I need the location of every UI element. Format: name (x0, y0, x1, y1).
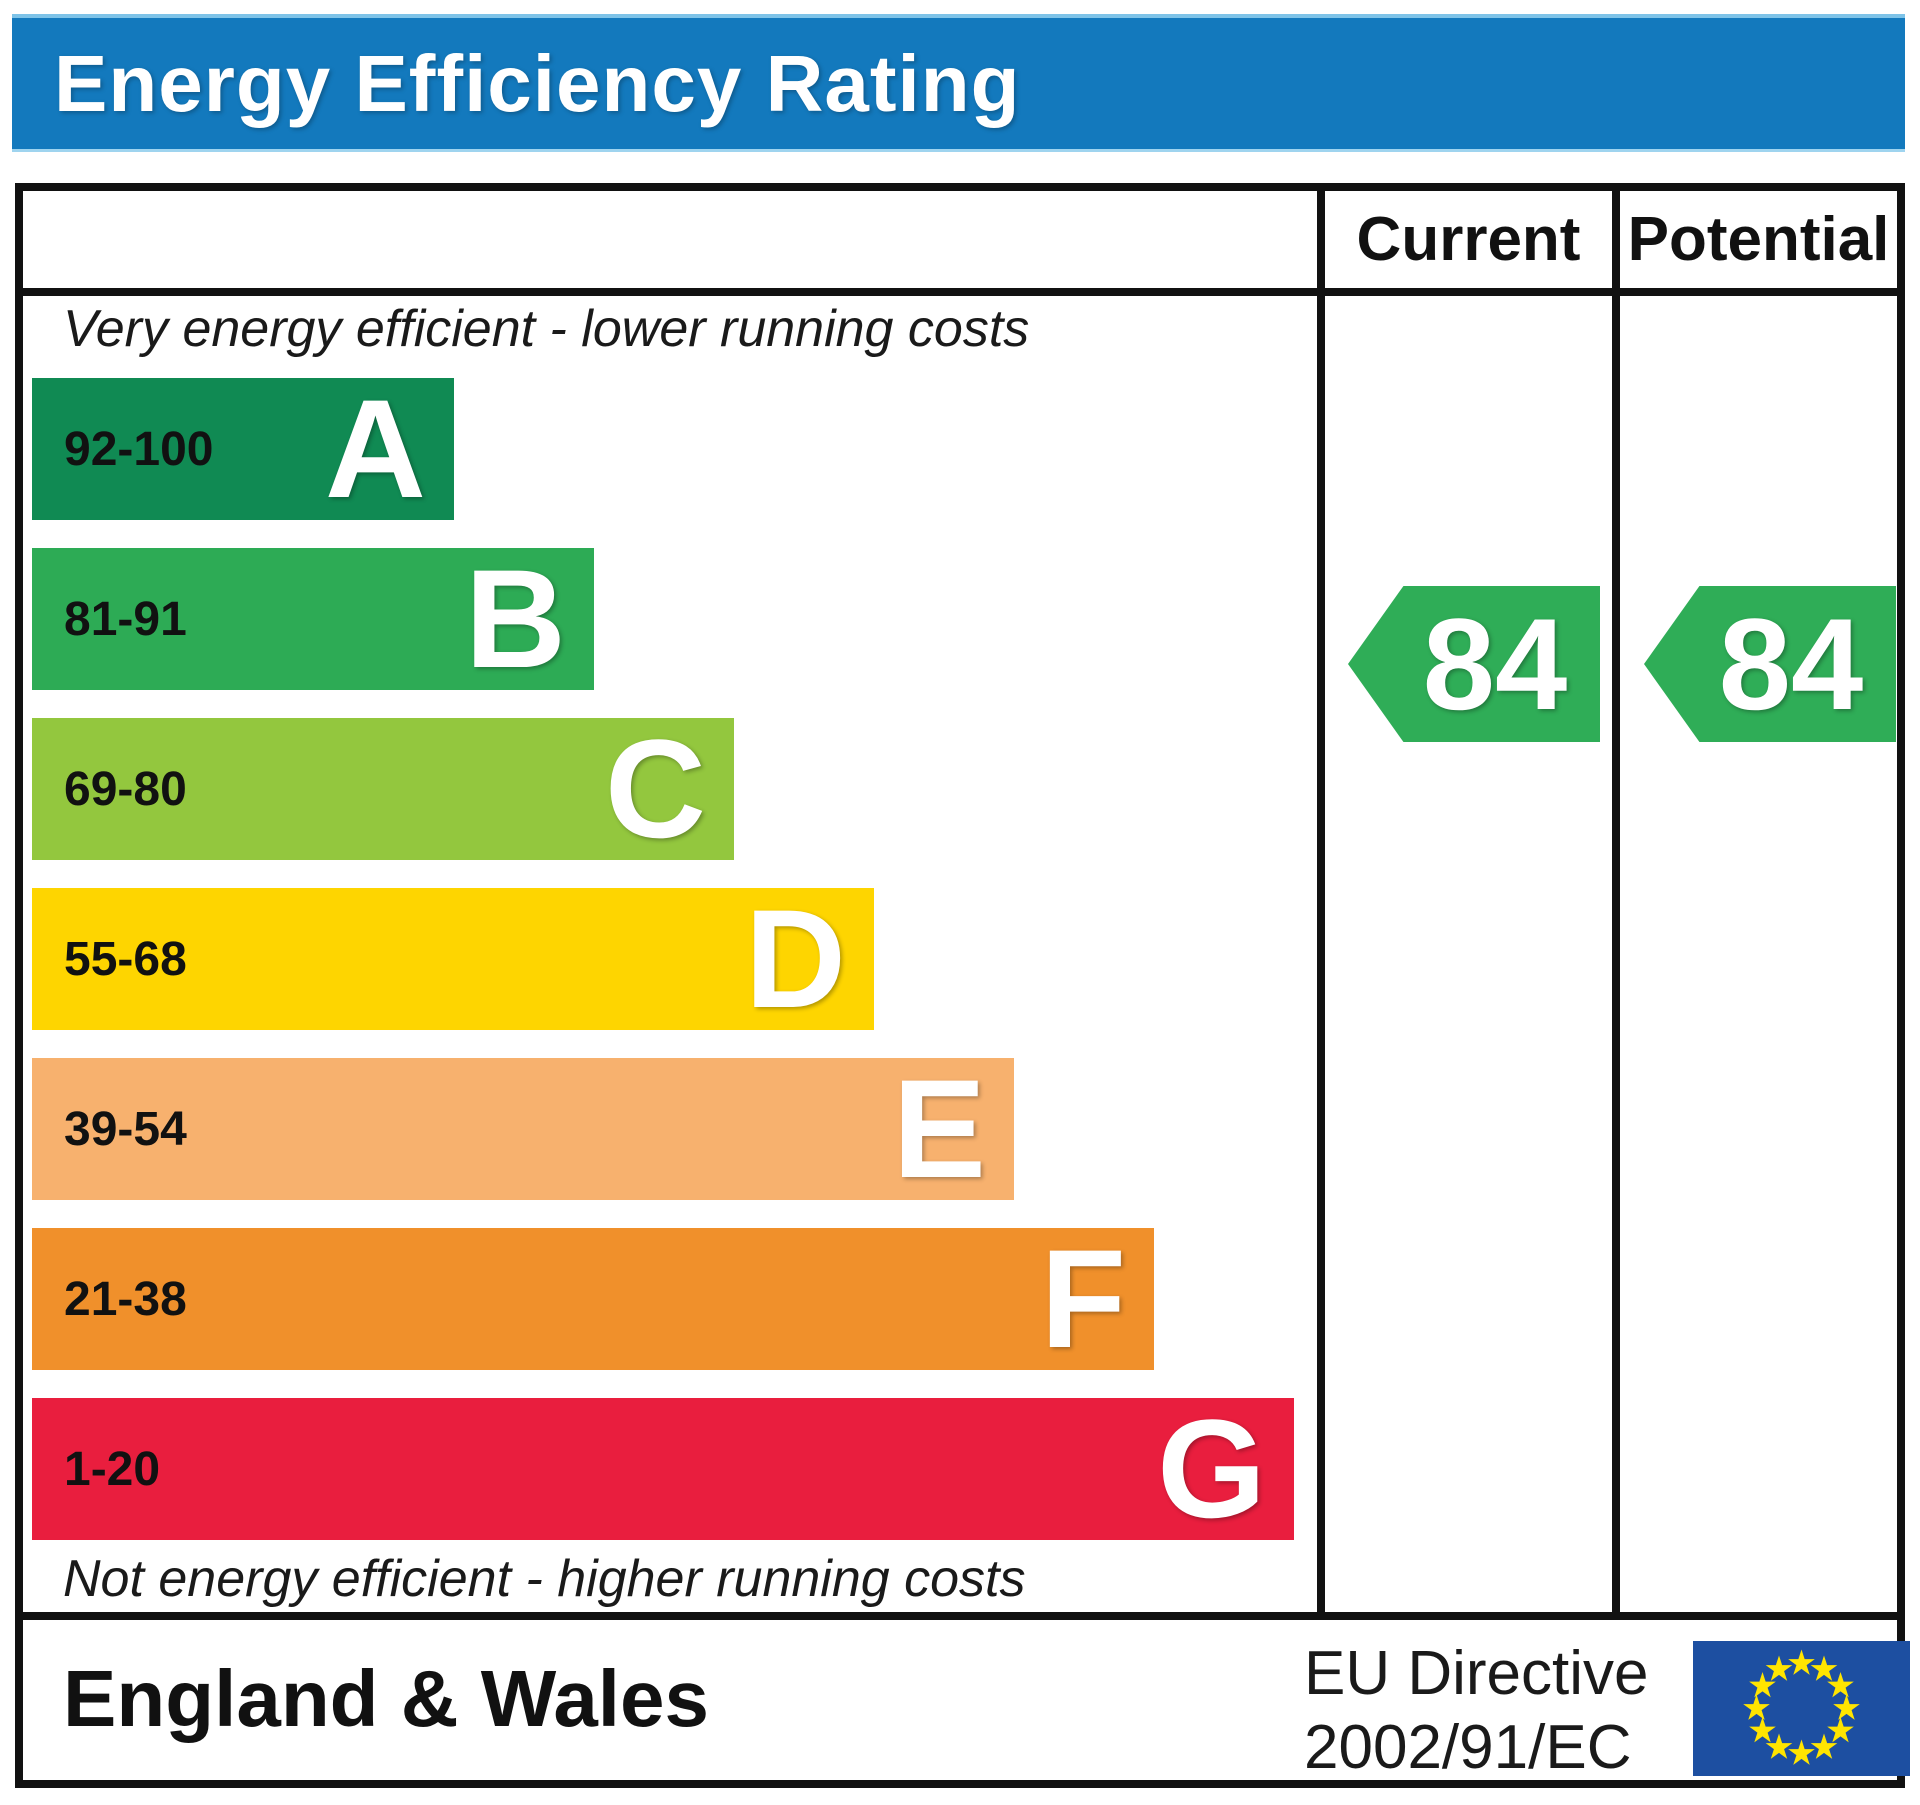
region-label: England & Wales (63, 1654, 710, 1743)
band-g-bar: 1-20 G (32, 1398, 1294, 1540)
page-title: Energy Efficiency Rating (54, 38, 1021, 128)
current-column-header: Current (1356, 205, 1581, 274)
band-d-range: 55-68 (64, 932, 187, 986)
band-b-letter: B (464, 540, 566, 697)
band-b-bar: 81-91 B (32, 548, 594, 690)
band-c-letter: C (604, 710, 706, 867)
band-a-range: 92-100 (64, 422, 214, 476)
band-g-range: 1-20 (64, 1442, 161, 1496)
column-divider-potential (1612, 191, 1620, 1620)
band-e-letter: E (892, 1050, 986, 1207)
title-bar: Energy Efficiency Rating (12, 14, 1905, 152)
band-b-range: 81-91 (64, 592, 187, 646)
band-f-range: 21-38 (64, 1272, 187, 1326)
band-e-range: 39-54 (64, 1102, 187, 1156)
band-g-letter: G (1157, 1390, 1266, 1547)
band-a-letter: A (324, 370, 426, 527)
band-d-bar: 55-68 D (32, 888, 874, 1030)
potential-column-header: Potential (1627, 205, 1890, 274)
bottom-note: Not energy efficient - higher running co… (63, 1550, 1026, 1608)
band-f-letter: F (1040, 1220, 1126, 1377)
band-c-bar: 69-80 C (32, 718, 734, 860)
rating-table: Current Potential Very energy efficient … (15, 183, 1910, 1788)
eu-directive-line1: EU Directive (1304, 1639, 1649, 1708)
column-divider-current (1317, 191, 1325, 1620)
band-d-letter: D (744, 880, 846, 1037)
band-c-range: 69-80 (64, 762, 187, 816)
current-rating-arrow: 84 (1348, 586, 1600, 742)
eu-directive-label: EU Directive 2002/91/EC (1304, 1637, 1649, 1785)
band-f-bar: 21-38 F (32, 1228, 1154, 1370)
band-a-bar: 92-100 A (32, 378, 454, 520)
band-e-bar: 39-54 E (32, 1058, 1014, 1200)
header-row-divider (23, 288, 1897, 296)
footer-row-divider (23, 1612, 1897, 1620)
eu-directive-line2: 2002/91/EC (1304, 1713, 1632, 1782)
eu-flag-icon (1693, 1641, 1910, 1776)
current-rating-value: 84 (1422, 591, 1568, 737)
top-note: Very energy efficient - lower running co… (63, 300, 1030, 358)
potential-rating-arrow: 84 (1644, 586, 1896, 742)
potential-rating-value: 84 (1718, 591, 1864, 737)
